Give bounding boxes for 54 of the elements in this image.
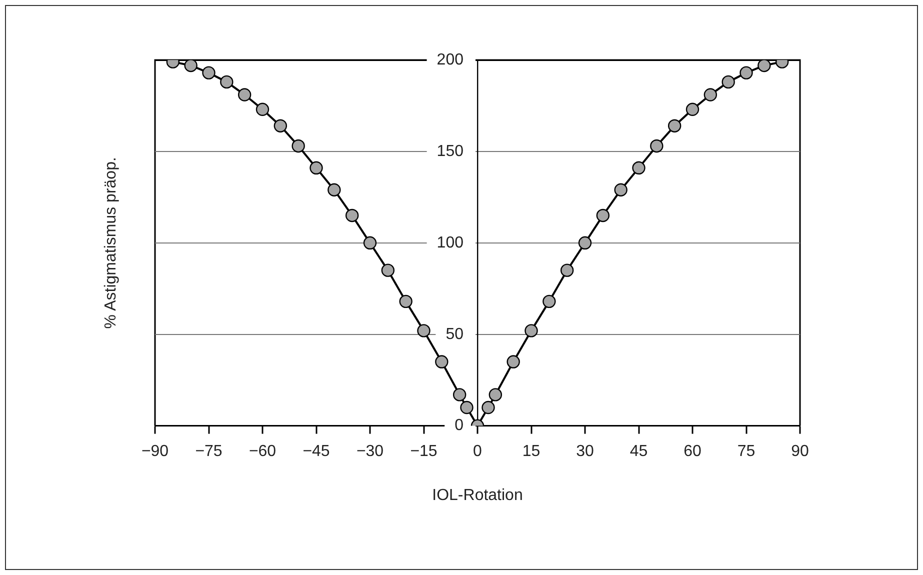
- point: [740, 66, 753, 80]
- point: [686, 102, 700, 116]
- point: [220, 75, 234, 89]
- point: [722, 75, 735, 89]
- point: [614, 183, 628, 196]
- x-tick-label: 0: [473, 442, 482, 460]
- point: [417, 324, 430, 338]
- point: [184, 60, 198, 72]
- x-tick-label: −15: [410, 442, 438, 460]
- point: [363, 236, 377, 250]
- point: [238, 88, 252, 102]
- point: [650, 139, 664, 153]
- point: [596, 208, 610, 222]
- point: [310, 161, 323, 175]
- point: [292, 139, 305, 153]
- point: [704, 88, 718, 102]
- point: [460, 400, 474, 414]
- point: [274, 119, 288, 132]
- point: [202, 66, 216, 80]
- point: [381, 264, 395, 277]
- point: [328, 183, 341, 196]
- y-tick-label: 200: [436, 51, 464, 68]
- x-tick-label: 90: [791, 442, 809, 460]
- x-tick-label: −45: [302, 442, 330, 460]
- x-tick-label: −30: [356, 442, 384, 460]
- point: [632, 161, 646, 175]
- y-tick-label: 100: [436, 234, 464, 252]
- x-axis-title: IOL-Rotation: [432, 487, 523, 504]
- point: [524, 324, 538, 338]
- x-tick-label: 30: [576, 442, 594, 460]
- point: [758, 60, 771, 72]
- x-tick-label: −60: [248, 442, 276, 460]
- point: [542, 294, 556, 308]
- point: [488, 388, 502, 402]
- x-tick-label: −75: [195, 442, 222, 460]
- y-tick-label: 50: [446, 326, 464, 343]
- y-tick-label: 150: [436, 142, 464, 160]
- x-tick-label: 60: [684, 442, 702, 460]
- y-tick-label: 0: [454, 417, 464, 434]
- y-axis-title: % Astigmatismus präop.: [102, 157, 120, 329]
- point: [399, 294, 412, 308]
- point: [506, 355, 520, 368]
- point: [435, 355, 448, 368]
- point: [668, 119, 682, 132]
- x-tick-label: −90: [141, 442, 169, 460]
- point: [256, 102, 270, 116]
- x-tick-label: 15: [522, 442, 540, 460]
- point: [578, 236, 592, 250]
- point: [560, 264, 574, 277]
- x-tick-label: 75: [737, 442, 756, 460]
- point: [345, 208, 359, 222]
- x-tick-label: 45: [630, 442, 648, 460]
- point: [482, 400, 495, 414]
- point: [452, 388, 466, 402]
